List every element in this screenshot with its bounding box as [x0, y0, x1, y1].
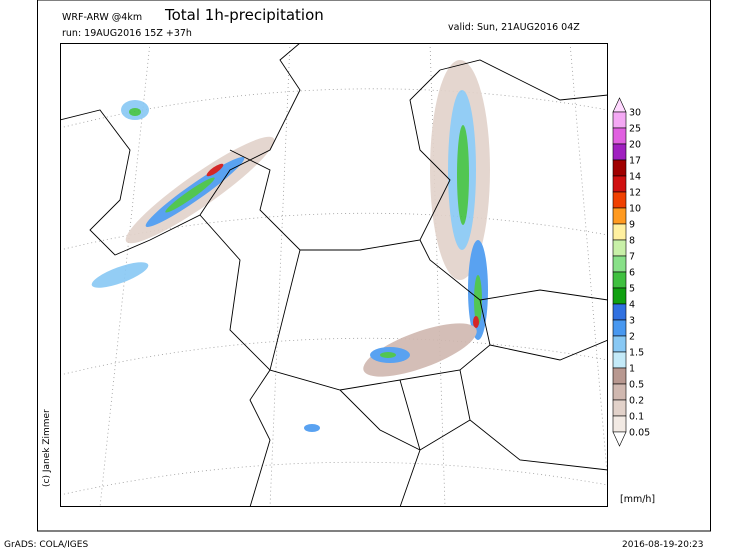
- colorbar-label: 3: [629, 316, 635, 327]
- colorbar-swatch: [612, 319, 627, 337]
- colorbar-swatch: [612, 399, 627, 417]
- colorbar-label: 0.5: [629, 380, 644, 391]
- colorbar-swatch: [612, 335, 627, 353]
- map: (c) Janek Zimmer: [42, 43, 608, 507]
- colorbar-swatch: [612, 367, 627, 385]
- colorbar-label: 25: [629, 124, 641, 135]
- colorbar-label: 1: [629, 364, 635, 375]
- colorbar-arrow: [612, 431, 627, 447]
- colorbar-label: 12: [629, 188, 641, 199]
- colorbar-label: 20: [629, 140, 641, 151]
- colorbar-swatch: [612, 287, 627, 305]
- colorbar: 30 25 20 17 14 12 10 9 8 7 6 5 4 3 2 1.5 1 0.5 0.2 0.1 0.05: [612, 97, 650, 447]
- colorbar-swatch: [612, 351, 627, 369]
- colorbar-label: 9: [629, 220, 635, 231]
- colorbar-swatch: [612, 191, 627, 209]
- colorbar-label: 8: [629, 236, 635, 247]
- colorbar-label: 2: [629, 332, 635, 343]
- colorbar-swatch: [612, 255, 627, 273]
- colorbar-swatch: [612, 223, 627, 241]
- colorbar-swatch: [612, 415, 627, 433]
- colorbar-label: 14: [629, 172, 641, 183]
- map-frame: [60, 43, 608, 507]
- colorbar-label: 4: [629, 300, 635, 311]
- map-layers: [60, 43, 608, 507]
- timestamp: 2016-08-19-20:23: [622, 540, 704, 549]
- colorbar-swatch: [612, 143, 627, 161]
- colorbar-swatch: [612, 111, 627, 129]
- colorbar-label: 0.05: [629, 428, 650, 439]
- colorbar-label: 0.1: [629, 412, 644, 423]
- colorbar-label: 1.5: [629, 348, 644, 359]
- colorbar-swatch: [612, 303, 627, 321]
- colorbar-label: 5: [629, 284, 635, 295]
- colorbar-swatch: [612, 383, 627, 401]
- software-credit: GrADS: COLA/IGES: [4, 540, 88, 549]
- colorbar-label: 30: [629, 108, 641, 119]
- outer-frame: [37, 0, 711, 532]
- colorbar-arrow: [612, 97, 627, 113]
- colorbar-label: 10: [629, 204, 641, 215]
- colorbar-label: 17: [629, 156, 641, 167]
- valid-label: valid: Sun, 21AUG2016 04Z: [448, 22, 580, 33]
- colorbar-label: 6: [629, 268, 635, 279]
- precipitation: [91, 60, 490, 432]
- colorbar-swatch: [612, 175, 627, 193]
- title: Total 1h-precipitation: [164, 6, 324, 24]
- colorbar-swatch: [612, 239, 627, 257]
- colorbar-unit: [mm/h]: [620, 494, 655, 505]
- coastlines-borders: [60, 43, 608, 507]
- colorbar-label: 0.2: [629, 396, 644, 407]
- model-label: WRF-ARW @4km: [62, 12, 142, 23]
- colorbar-label: 7: [629, 252, 635, 263]
- colorbar-swatch: [612, 207, 627, 225]
- colorbar-swatch: [612, 271, 627, 289]
- colorbar-swatch: [612, 127, 627, 145]
- run-label: run: 19AUG2016 15Z +37h: [62, 28, 192, 39]
- copyright: (c) Janek Zimmer: [42, 409, 52, 487]
- colorbar-swatch: [612, 159, 627, 177]
